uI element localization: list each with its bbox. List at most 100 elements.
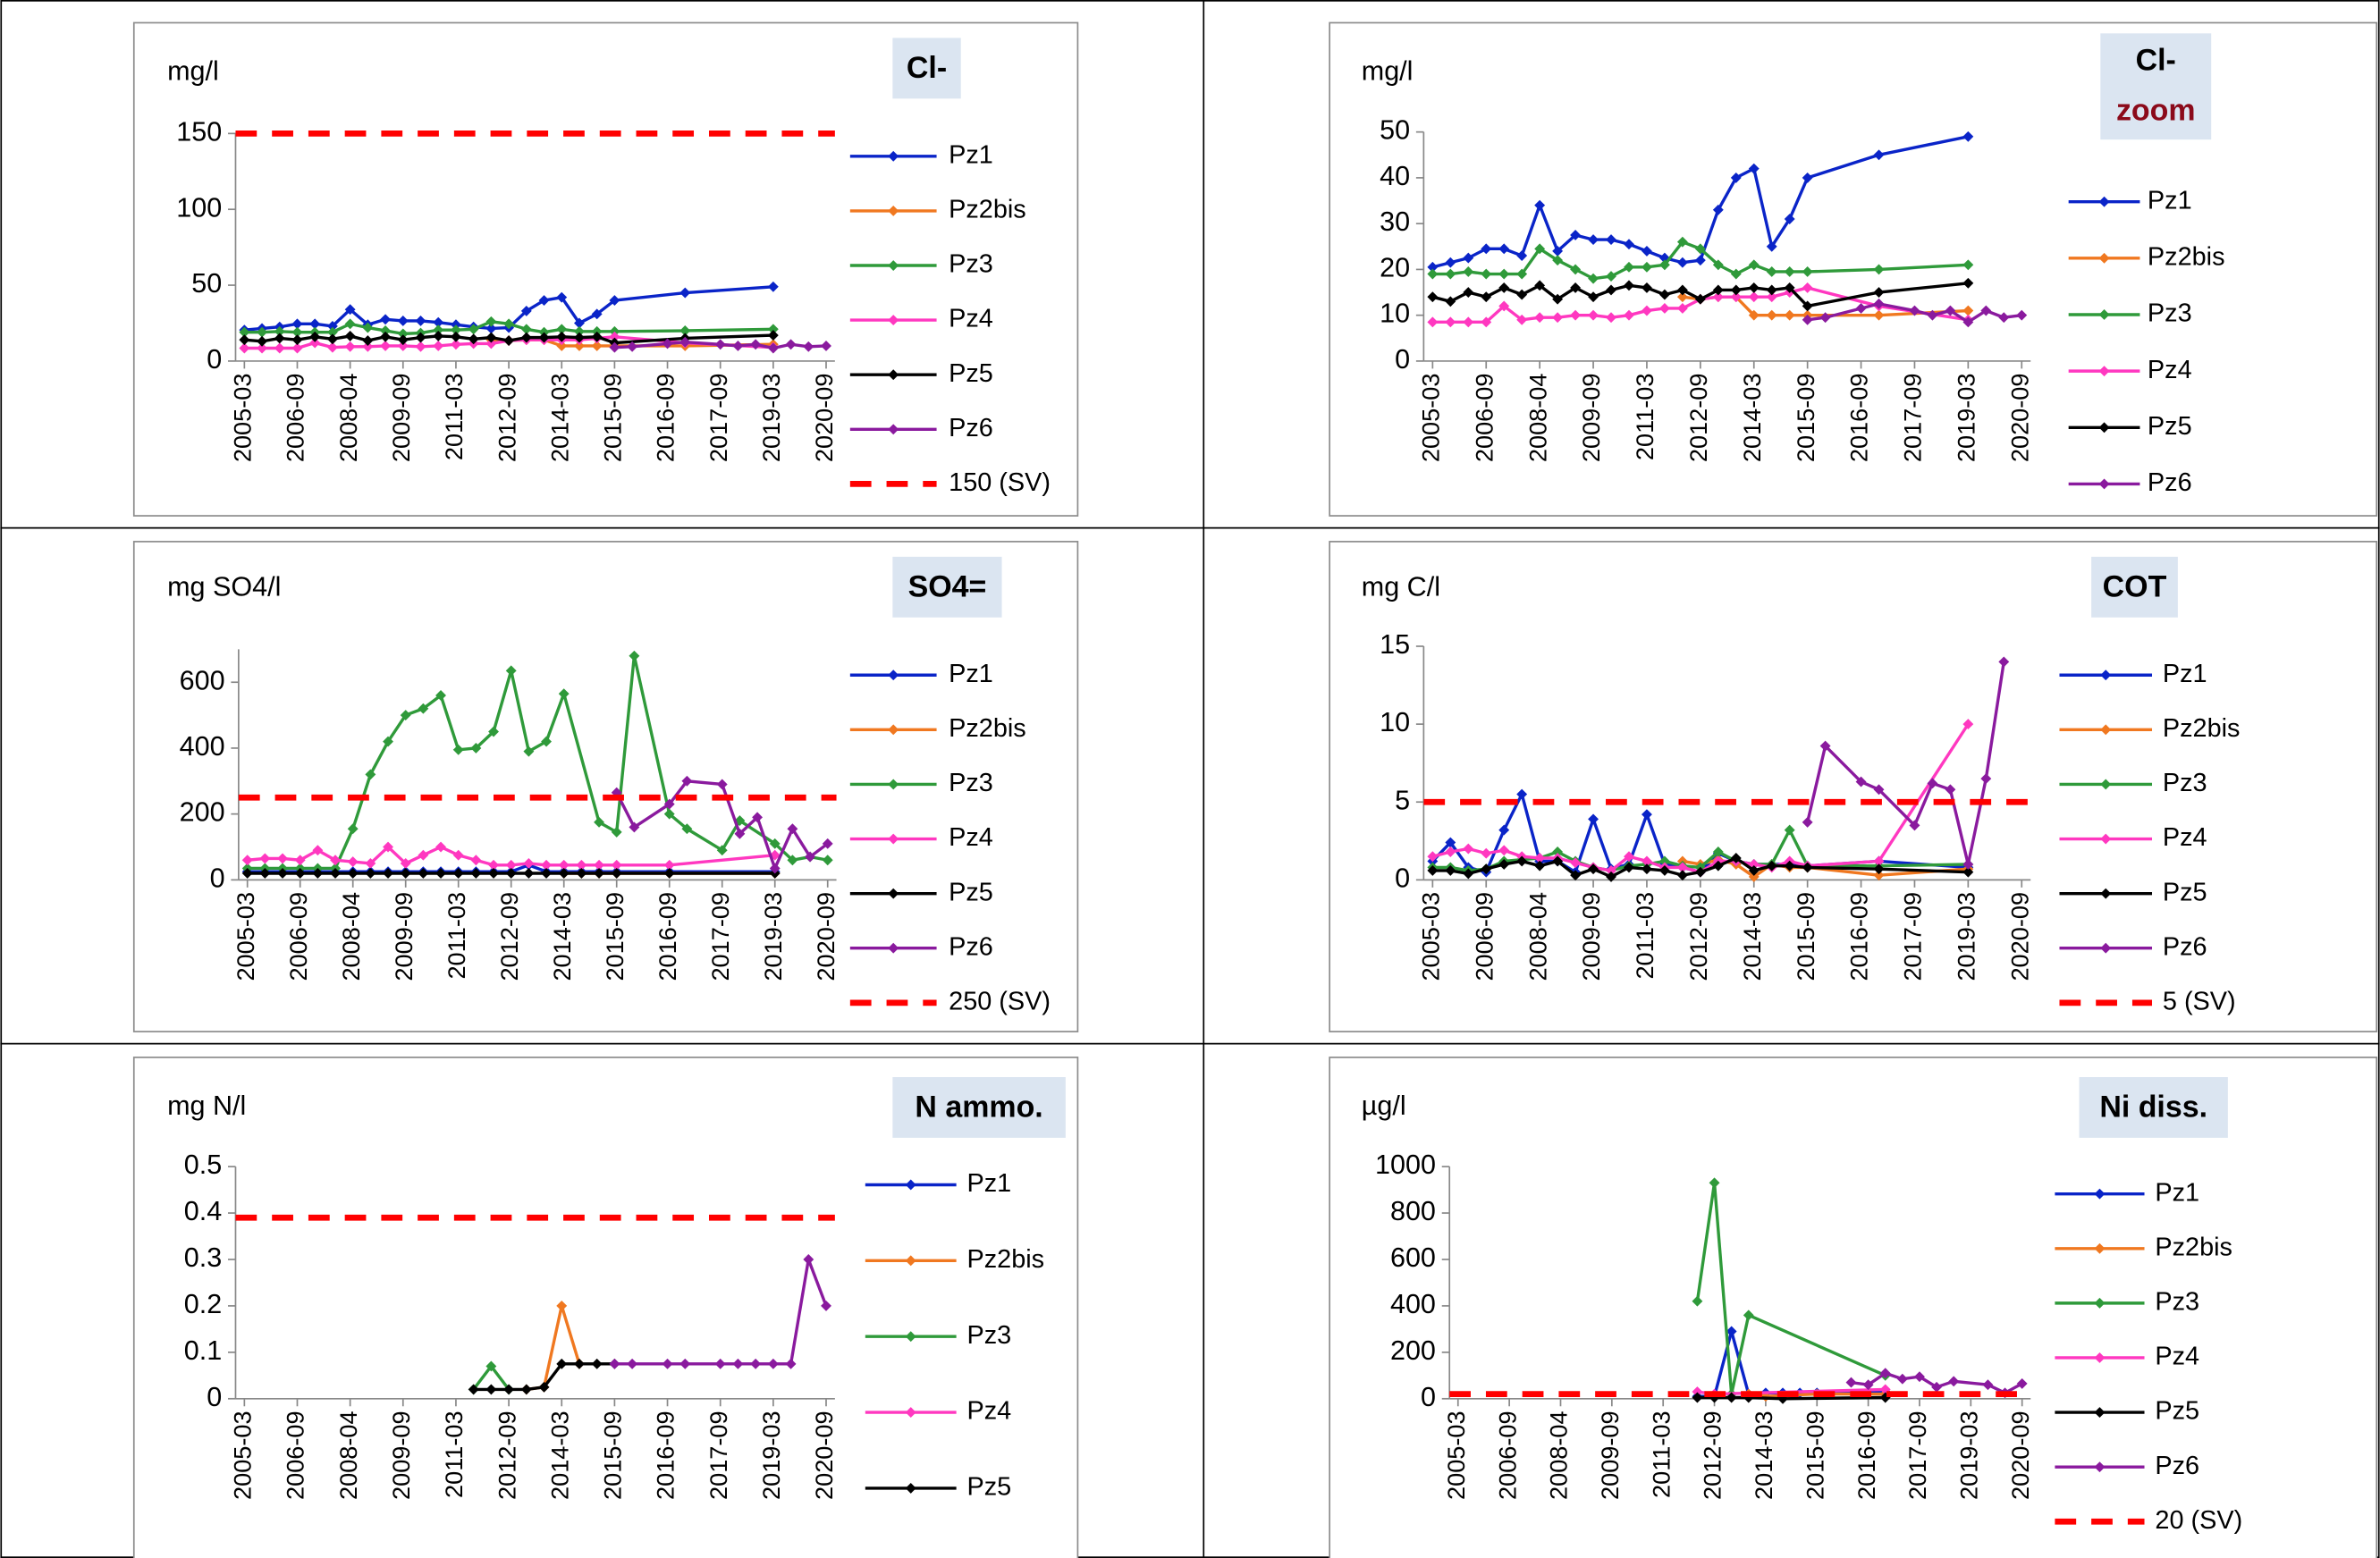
legend-marker	[2094, 1407, 2106, 1419]
data-point	[1624, 239, 1634, 250]
data-point	[274, 325, 285, 337]
data-point	[362, 335, 374, 346]
data-point	[241, 868, 253, 879]
y-tick-label: 0	[210, 863, 225, 893]
x-tick-label: 2005-03	[229, 374, 257, 463]
series-segment	[1966, 778, 1988, 865]
series-segment	[490, 1365, 511, 1391]
data-point	[1498, 243, 1510, 255]
data-point	[1642, 863, 1652, 875]
series-segment	[1448, 841, 1470, 869]
legend-label: Pz4	[2148, 356, 2192, 384]
legend-label: Pz4	[2155, 1343, 2199, 1371]
data-point	[435, 868, 446, 879]
x-tick-label: 2019-03	[757, 1411, 785, 1500]
legend-label: Pz2bis	[967, 1245, 1045, 1274]
data-point	[1606, 871, 1616, 882]
data-point	[821, 1300, 831, 1311]
legend-label: Pz1	[2163, 660, 2207, 688]
legend-marker	[905, 1331, 916, 1343]
series-segment	[1984, 661, 2005, 779]
y-tick-label: 400	[1390, 1289, 1436, 1319]
x-tick-label: 2012-09	[1684, 892, 1712, 981]
chart-title: Ni diss.	[2099, 1091, 2207, 1124]
data-point	[435, 841, 446, 853]
legend-marker	[905, 1482, 916, 1494]
series-segment	[1807, 859, 1879, 868]
chart-title: SO4=	[908, 569, 987, 603]
data-point	[1570, 309, 1582, 321]
data-point	[380, 314, 392, 325]
data-point	[470, 868, 482, 879]
series-segment	[1520, 248, 1541, 275]
data-point	[380, 341, 392, 351]
data-point	[485, 316, 497, 327]
data-point	[397, 341, 409, 351]
data-point	[1784, 824, 1795, 836]
data-point	[1730, 284, 1742, 296]
data-point	[1658, 855, 1670, 867]
data-point	[1766, 860, 1777, 872]
y-tick-label: 150	[176, 116, 222, 147]
data-point	[380, 325, 392, 336]
data-point	[576, 868, 587, 879]
data-point	[1445, 257, 1456, 268]
x-tick-label: 2019-03	[1953, 892, 1980, 981]
legend-label: Pz5	[2148, 412, 2192, 441]
series-segment	[1824, 745, 1862, 783]
data-point	[1624, 261, 1634, 273]
y-tick-label: 100	[176, 192, 222, 223]
chart-panel	[1329, 541, 2378, 1032]
x-tick-label: 2017-09	[706, 892, 734, 981]
data-point	[1945, 305, 1956, 316]
series-segment	[439, 695, 460, 751]
x-tick-label: 2009-09	[387, 374, 415, 463]
data-point	[1909, 820, 1920, 831]
data-point	[591, 1358, 603, 1369]
legend-marker	[2094, 1352, 2106, 1363]
data-point	[1802, 816, 1813, 828]
data-point	[1481, 847, 1492, 859]
data-point	[326, 326, 338, 338]
data-point	[383, 868, 393, 879]
data-point	[611, 868, 622, 879]
legend-label: Pz4	[949, 823, 993, 852]
data-point	[365, 868, 376, 879]
data-point	[277, 853, 288, 864]
data-point	[312, 868, 324, 879]
x-tick-label: 2016-09	[1845, 892, 1873, 981]
data-point	[609, 341, 620, 353]
data-point	[418, 849, 429, 861]
data-point	[1481, 316, 1492, 328]
x-tick-label: 2017-09	[1903, 1411, 1931, 1500]
legend-marker	[2100, 833, 2112, 845]
series-segment	[1699, 248, 1719, 266]
data-point	[415, 341, 426, 352]
x-tick-label: 2015-09	[601, 892, 629, 981]
data-point	[1855, 303, 1867, 314]
data-point	[558, 859, 570, 871]
data-point	[400, 710, 411, 721]
series-segment	[331, 307, 351, 328]
series-segment	[614, 329, 686, 333]
data-point	[330, 855, 341, 866]
data-point	[609, 295, 620, 306]
series-segment	[1502, 793, 1523, 831]
legend-label: Pz1	[967, 1169, 1012, 1198]
legend-marker	[2098, 366, 2110, 377]
legend-label: Pz2bis	[949, 714, 1026, 743]
data-point	[1914, 1371, 1925, 1383]
x-tick-label: 2012-09	[493, 1411, 520, 1500]
data-point	[259, 868, 271, 879]
data-point	[1606, 271, 1616, 282]
y-tick-label: 30	[1380, 206, 1410, 237]
x-tick-label: 2014-03	[1738, 892, 1766, 981]
title-box	[892, 1076, 1066, 1138]
x-tick-label: 2005-03	[1417, 892, 1445, 981]
title-box	[892, 38, 961, 99]
series-segment	[738, 819, 776, 846]
series-segment	[1748, 1313, 1886, 1377]
y-tick-label: 10	[1380, 707, 1410, 737]
data-point	[1588, 273, 1599, 284]
